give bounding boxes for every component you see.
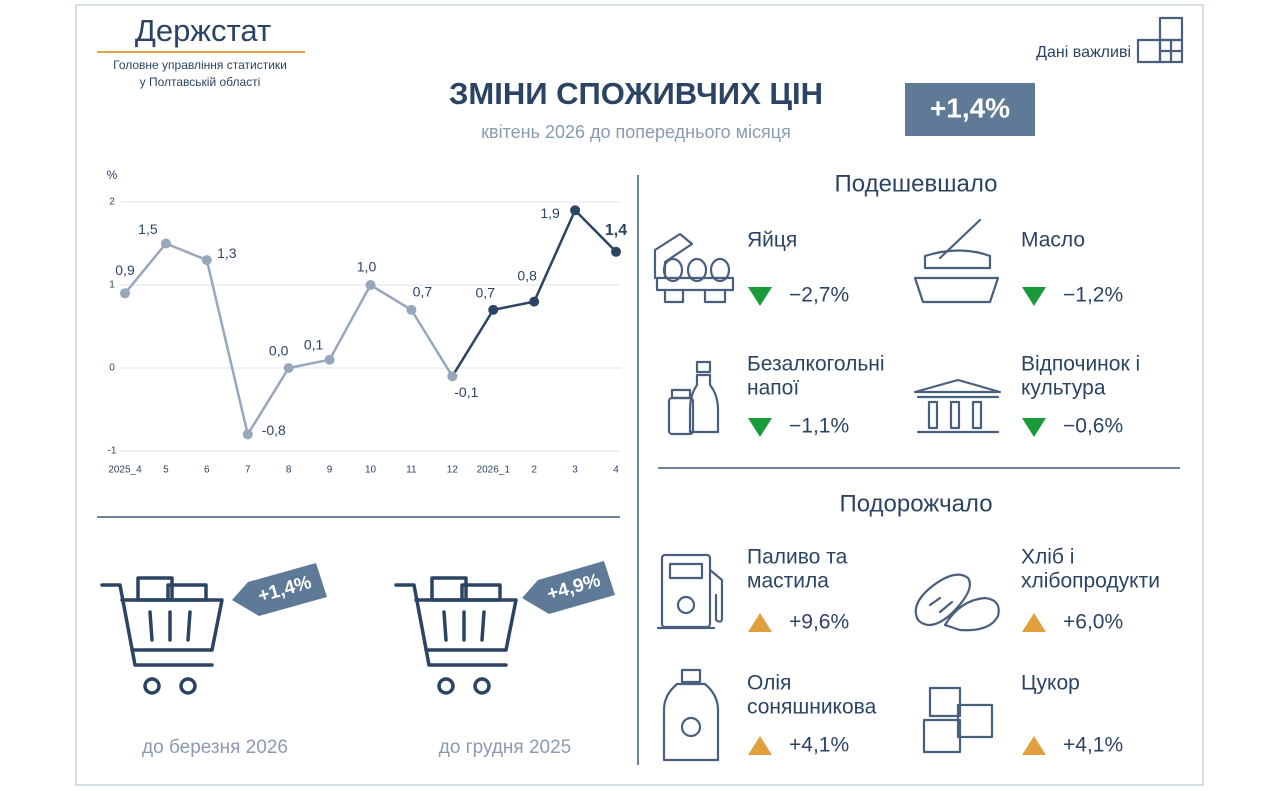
item-name: Олія bbox=[747, 672, 791, 695]
item-name: Масло bbox=[1021, 229, 1085, 252]
point bbox=[488, 304, 499, 315]
icon-bread bbox=[914, 573, 1000, 632]
x-tick-label: 12 bbox=[447, 465, 459, 476]
x-tick-label: 2026_1 bbox=[477, 465, 511, 476]
item-name: мастила bbox=[747, 570, 829, 593]
data-label: 0,1 bbox=[304, 336, 324, 352]
item-name: Хліб і bbox=[1021, 546, 1074, 569]
up-arrow bbox=[748, 736, 772, 755]
down-arrow bbox=[1022, 287, 1046, 306]
item-value: −1,1% bbox=[789, 415, 849, 438]
point bbox=[242, 429, 253, 440]
item-name: напої bbox=[747, 377, 799, 400]
down-arrow bbox=[748, 287, 772, 306]
logo: Держстат bbox=[135, 13, 271, 48]
icon-drinks bbox=[667, 360, 720, 436]
org: у Полтавській області bbox=[140, 75, 261, 89]
icon-sugar bbox=[922, 686, 994, 754]
point bbox=[283, 363, 294, 373]
basket-label: до березня 2026 bbox=[142, 737, 288, 758]
item-name: культура bbox=[1021, 377, 1106, 400]
data-label: 0,0 bbox=[269, 343, 289, 359]
icon-fuel bbox=[656, 553, 724, 630]
point bbox=[365, 280, 376, 290]
y-tick-label: 2 bbox=[109, 197, 115, 208]
point bbox=[201, 255, 212, 266]
x-tick-label: 4 bbox=[613, 465, 619, 476]
y-tick-label: 1 bbox=[109, 280, 115, 291]
item-value: +9,6% bbox=[789, 611, 849, 634]
item-name: Безалкогольні bbox=[747, 353, 885, 376]
icon-eggs bbox=[653, 232, 735, 304]
x-tick-label: 10 bbox=[365, 465, 377, 476]
x-tick-label: 5 bbox=[163, 465, 169, 476]
point bbox=[324, 354, 335, 365]
x-tick-label: 3 bbox=[572, 465, 578, 476]
data-label: 0,9 bbox=[115, 262, 135, 278]
data-label: 1,0 bbox=[357, 259, 377, 275]
x-tick-label: 9 bbox=[327, 465, 333, 476]
data-label: 1,3 bbox=[217, 245, 237, 261]
up-arrow bbox=[748, 613, 772, 632]
icon-butter bbox=[913, 218, 1000, 304]
item-name: соняшникова bbox=[747, 696, 877, 719]
data-label: 1,9 bbox=[540, 205, 560, 221]
title: ЗМІНИ СПОЖИВЧИХ ЦІН bbox=[449, 76, 823, 111]
tag: Дані важливі bbox=[1036, 44, 1131, 61]
item-value: −0,6% bbox=[1063, 415, 1123, 438]
data-label: 1,4 bbox=[605, 222, 627, 239]
y-tick-label: 0 bbox=[109, 363, 115, 374]
x-tick-label: 8 bbox=[286, 465, 292, 476]
down-arrow bbox=[1022, 418, 1046, 437]
section-title: Подешевшало bbox=[835, 170, 998, 197]
item-value: −1,2% bbox=[1063, 284, 1123, 307]
point bbox=[160, 238, 171, 249]
data-label: -0,8 bbox=[262, 422, 286, 438]
basket: +4,9% до грудня 2025 bbox=[394, 561, 615, 758]
y-tick-label: -1 bbox=[108, 446, 117, 457]
point bbox=[529, 296, 540, 307]
section-title: Подорожчало bbox=[839, 490, 992, 517]
org: Головне управління статистики bbox=[113, 58, 287, 72]
item-value: +4,1% bbox=[1063, 734, 1123, 757]
x-tick-label: 11 bbox=[406, 465, 417, 476]
down-arrow bbox=[748, 418, 772, 437]
x-tick-label: 2 bbox=[531, 465, 537, 476]
item-name: Паливо та bbox=[747, 546, 848, 569]
icon-oil bbox=[662, 668, 720, 762]
basket-label: до грудня 2025 bbox=[439, 737, 572, 758]
x-tick-label: 7 bbox=[245, 465, 251, 476]
item-value: −2,7% bbox=[789, 284, 849, 307]
x-tick-label: 2025_4 bbox=[108, 465, 142, 476]
y-axis-label: % bbox=[107, 168, 118, 182]
point bbox=[120, 288, 130, 299]
point bbox=[406, 304, 417, 315]
point bbox=[447, 371, 458, 382]
item-name: Відпочинок і bbox=[1021, 353, 1140, 376]
icon-museum bbox=[913, 378, 1002, 434]
data-label: 1,5 bbox=[138, 221, 158, 237]
tag-icon bbox=[1136, 16, 1184, 64]
item-name: Цукор bbox=[1021, 672, 1080, 695]
item-value: +4,1% bbox=[789, 734, 849, 757]
data-label: 0,8 bbox=[517, 267, 537, 283]
x-tick-label: 6 bbox=[204, 465, 210, 476]
item-name: хлібопродукти bbox=[1021, 570, 1160, 593]
point bbox=[611, 246, 621, 257]
item-value: +6,0% bbox=[1063, 611, 1123, 634]
point bbox=[570, 205, 581, 216]
up-arrow bbox=[1022, 613, 1046, 632]
headline: +1,4% bbox=[930, 92, 1010, 123]
basket: +1,4% до березня 2026 bbox=[100, 563, 327, 758]
data-label: -0,1 bbox=[454, 384, 478, 400]
data-label: 0,7 bbox=[413, 284, 433, 300]
data-label: 0,7 bbox=[476, 285, 496, 301]
up-arrow bbox=[1022, 736, 1046, 755]
headline-box bbox=[905, 83, 1035, 136]
subtitle: квітень 2026 до попереднього місяця bbox=[481, 122, 791, 142]
item-name: Яйця bbox=[747, 229, 797, 252]
